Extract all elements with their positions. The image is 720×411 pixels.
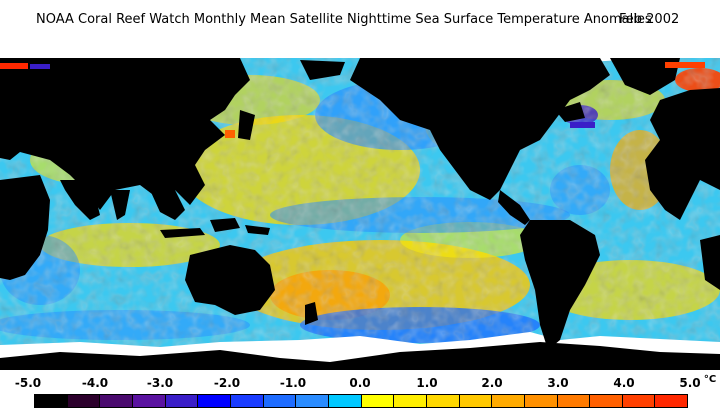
greenland [610, 58, 680, 95]
legend-swatch [394, 395, 427, 407]
arabia-india [60, 180, 100, 220]
legend-swatch [328, 395, 362, 407]
date-label: Feb 2002 [619, 12, 680, 27]
legend-tick: -4.0 [81, 376, 109, 390]
legend-swatch [132, 395, 166, 407]
southeast-asia [150, 190, 185, 220]
central-america [498, 190, 530, 225]
legend-swatch [426, 395, 460, 407]
legend-swatch [296, 395, 329, 407]
legend-tick: 0.0 [349, 376, 371, 390]
legend-tick: -5.0 [14, 376, 42, 390]
legend-swatch [492, 395, 525, 407]
map-title: NOAA Coral Reef Watch Monthly Mean Satel… [0, 12, 720, 32]
legend-swatch [459, 395, 493, 407]
legend-tick: 2.0 [481, 376, 503, 390]
legend-swatch [198, 395, 231, 407]
legend-unit: °C [703, 374, 717, 385]
antarctica [0, 342, 720, 370]
legend-tick-labels: -5.0 -4.0 -3.0 -2.0 -1.0 0.0 1.0 2.0 3.0… [0, 374, 720, 394]
new-zealand [305, 302, 318, 325]
africa [0, 175, 50, 280]
legend-tick: 5.0 [679, 376, 701, 390]
legend-tick: -2.0 [213, 376, 241, 390]
legend-swatch [524, 395, 558, 407]
land [0, 58, 720, 370]
coastal-accents [0, 62, 705, 138]
legend-tick: -3.0 [146, 376, 174, 390]
legend-swatch [165, 395, 199, 407]
legend-tick: 3.0 [547, 376, 569, 390]
legend-swatch [100, 395, 133, 407]
legend-tick: 4.0 [613, 376, 635, 390]
legend-swatch [35, 395, 68, 407]
legend-tick: -1.0 [279, 376, 307, 390]
legend-swatch [67, 395, 101, 407]
legend-swatch [230, 395, 264, 407]
india [110, 190, 130, 220]
legend-swatch [590, 395, 623, 407]
sst-anomaly-map [0, 40, 720, 370]
legend-swatch [263, 395, 297, 407]
legend-tick: 1.0 [416, 376, 438, 390]
legend-swatch [655, 395, 688, 407]
south-america [520, 220, 600, 350]
europe-africa-east [645, 88, 720, 220]
legend-swatch [557, 395, 591, 407]
legend-swatch [361, 395, 395, 407]
legend-swatch [622, 395, 656, 407]
north-america [350, 58, 610, 200]
legend-color-bar [34, 394, 688, 408]
title-text: NOAA Coral Reef Watch Monthly Mean Satel… [36, 12, 652, 27]
australia [185, 245, 275, 315]
eurasia-west [0, 58, 250, 210]
